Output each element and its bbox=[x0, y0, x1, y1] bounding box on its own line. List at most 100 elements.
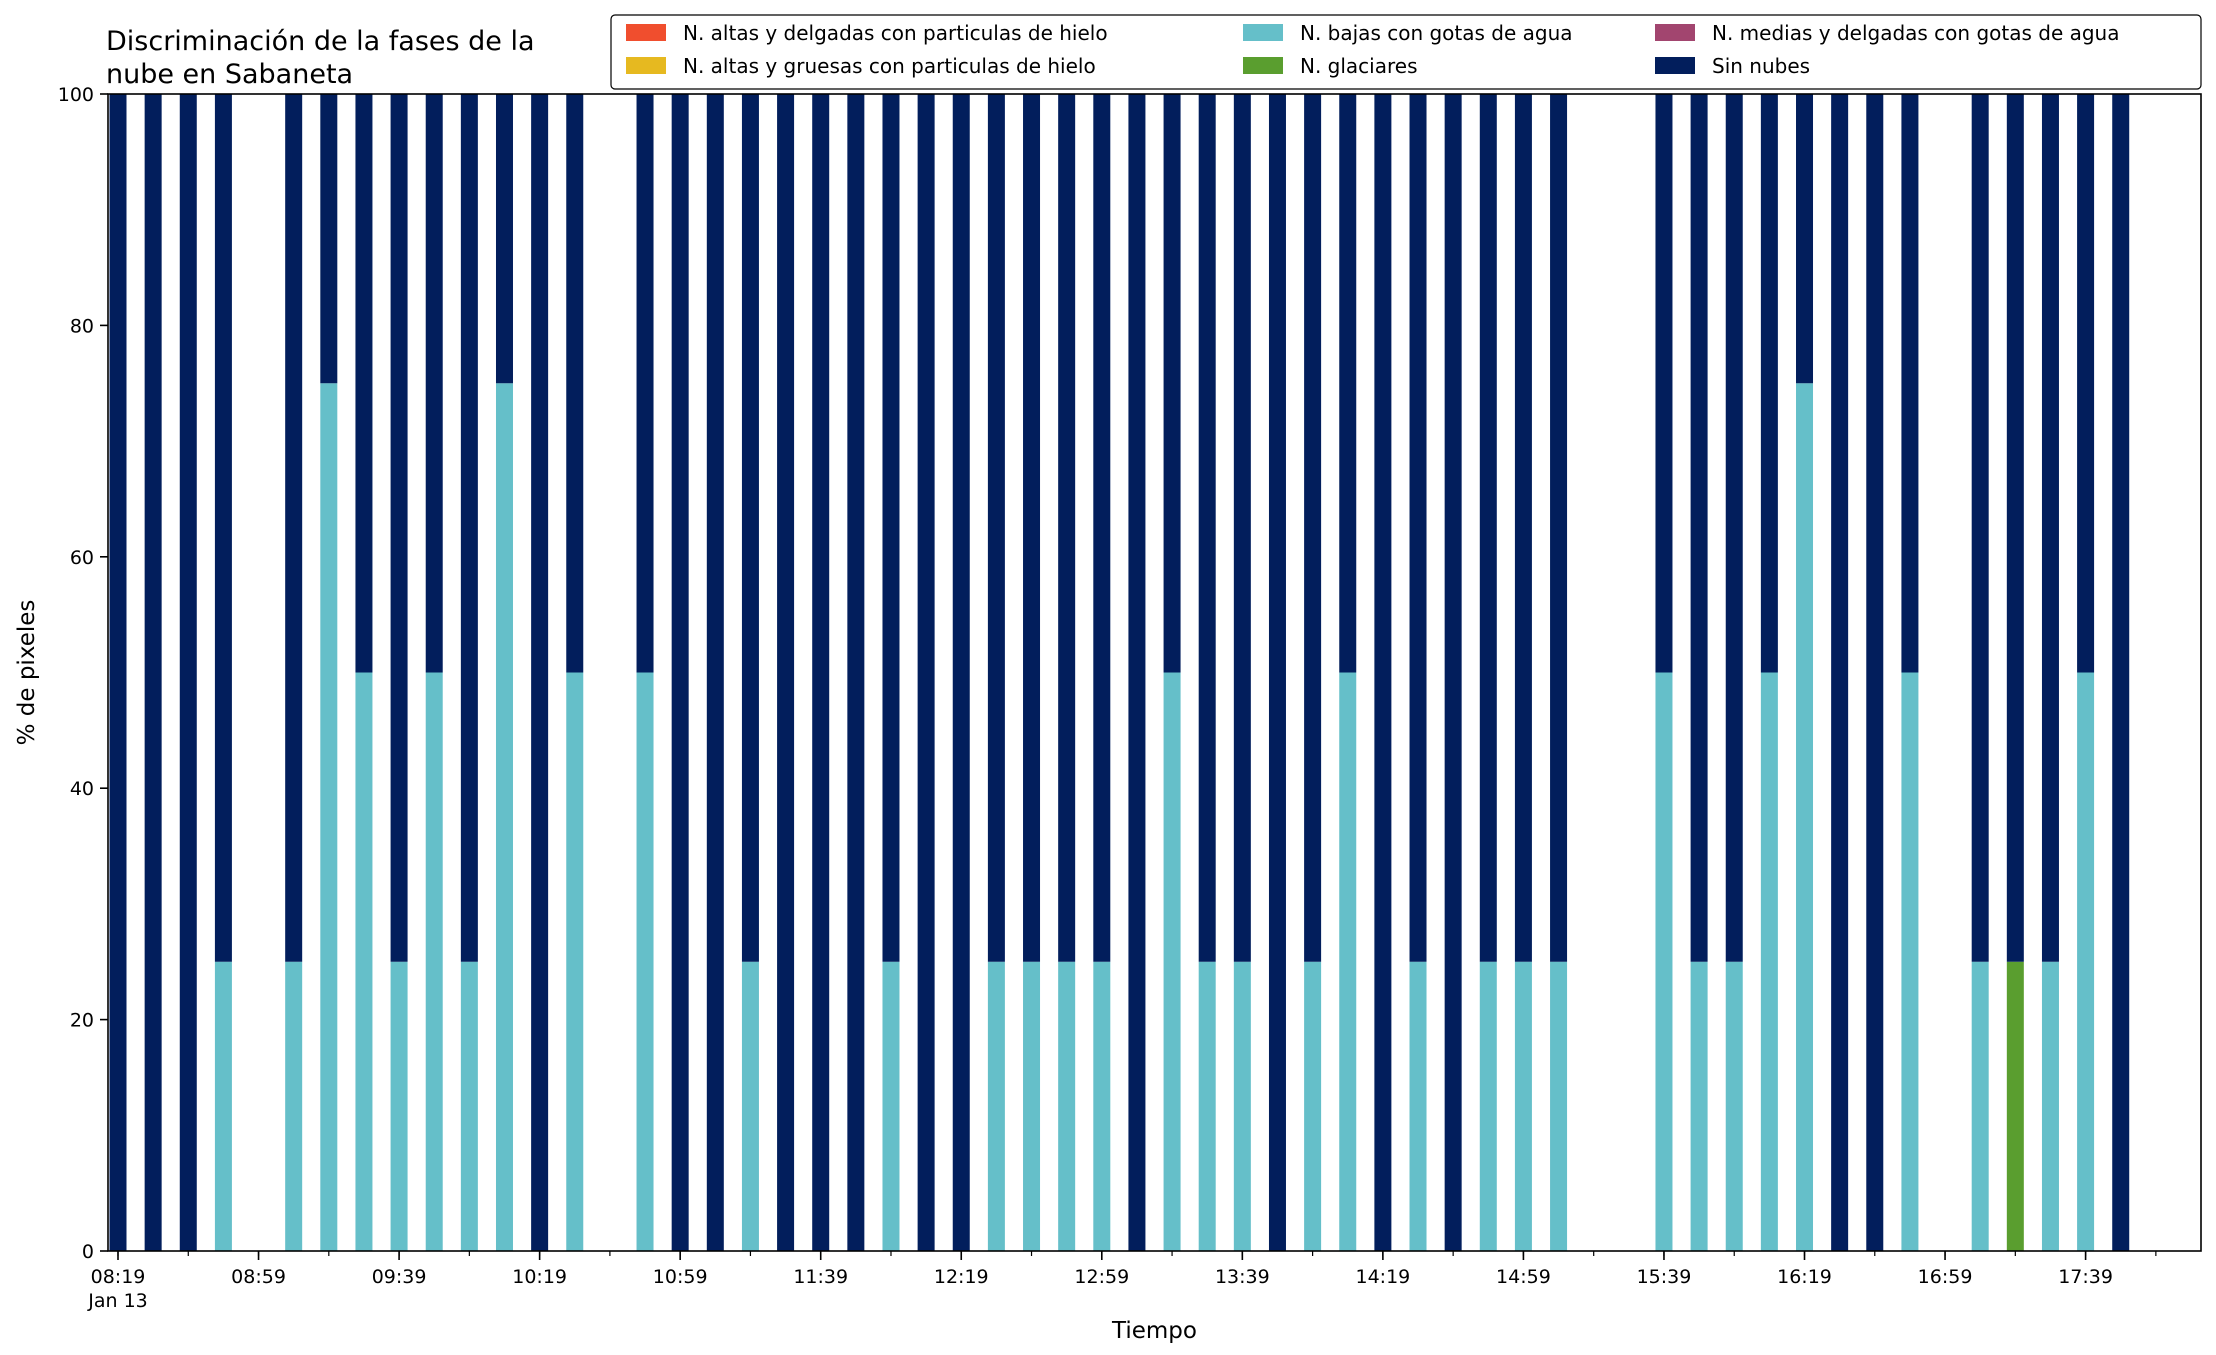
bar-segment bbox=[390, 94, 408, 962]
bar-segment bbox=[1796, 383, 1814, 1251]
y-tick-label: 100 bbox=[58, 84, 94, 106]
bar-segment bbox=[741, 961, 759, 1251]
bar-segment bbox=[1550, 961, 1568, 1251]
x-tick-label: 08:59 bbox=[231, 1266, 286, 1288]
bar-segment bbox=[2077, 94, 2095, 673]
legend-swatch bbox=[1655, 57, 1695, 74]
bar-segment bbox=[1163, 672, 1181, 1251]
bar-segment bbox=[2006, 961, 2024, 1251]
bar-segment bbox=[741, 94, 759, 962]
bar-segment bbox=[1725, 961, 1743, 1251]
bar-segment bbox=[2041, 94, 2059, 962]
y-axis: 0 20 40 60 80 100 bbox=[58, 84, 108, 1263]
bar-segment bbox=[109, 94, 127, 1251]
bar-segment bbox=[1831, 94, 1849, 1251]
bar-segment bbox=[214, 961, 232, 1251]
bar-segment bbox=[1760, 94, 1778, 673]
bar-segment bbox=[1655, 672, 1673, 1251]
bar-segment bbox=[2112, 94, 2130, 1251]
bar-segment bbox=[1128, 94, 1146, 1251]
bar-segment bbox=[706, 94, 724, 1251]
bar-segment bbox=[2006, 94, 2024, 962]
bar-segment bbox=[952, 94, 970, 1251]
bar-segment bbox=[320, 383, 338, 1251]
bar-segment bbox=[1479, 94, 1497, 962]
bar-segment bbox=[1268, 94, 1286, 1251]
y-tick-label: 60 bbox=[70, 547, 94, 569]
bar-segment bbox=[882, 961, 900, 1251]
bar-segment bbox=[1198, 961, 1216, 1251]
bar-segment bbox=[214, 94, 232, 962]
legend-swatch bbox=[1243, 57, 1283, 74]
bar-segment bbox=[566, 672, 584, 1251]
legend-swatch bbox=[1243, 24, 1283, 41]
bar-segment bbox=[987, 94, 1005, 962]
x-tick-label: 11:39 bbox=[793, 1266, 848, 1288]
bar-segment bbox=[917, 94, 935, 1251]
x-tick-label: 08:19 bbox=[91, 1266, 146, 1288]
bar-segment bbox=[531, 94, 549, 1251]
x-tick-label: 10:19 bbox=[512, 1266, 567, 1288]
bar-segment bbox=[390, 961, 408, 1251]
bar-segment bbox=[355, 672, 373, 1251]
x-tick-label: 14:59 bbox=[1496, 1266, 1551, 1288]
bar-segment bbox=[812, 94, 830, 1251]
bar-segment bbox=[1901, 672, 1919, 1251]
bar-segment bbox=[1339, 94, 1357, 673]
x-tick-label: 10:59 bbox=[653, 1266, 708, 1288]
bar-segment bbox=[1514, 94, 1532, 962]
bar-segment bbox=[1971, 961, 1989, 1251]
bar-segment bbox=[1233, 961, 1251, 1251]
bar-segment bbox=[777, 94, 795, 1251]
bar-segment bbox=[1971, 94, 1989, 962]
bar-segment bbox=[1409, 94, 1427, 962]
bar-segment bbox=[2041, 961, 2059, 1251]
legend-entry: N. altas y gruesas con particulas de hie… bbox=[683, 54, 1096, 78]
bar-segment bbox=[1374, 94, 1392, 1251]
x-tick-label: 14:19 bbox=[1355, 1266, 1410, 1288]
bar-segment bbox=[1690, 94, 1708, 962]
x-tick-label: 09:39 bbox=[372, 1266, 427, 1288]
bar-segment bbox=[1514, 961, 1532, 1251]
bar-segment bbox=[1760, 672, 1778, 1251]
legend-entry: Sin nubes bbox=[1712, 54, 1810, 78]
bar-segment bbox=[1690, 961, 1708, 1251]
bar-segment bbox=[1058, 961, 1076, 1251]
x-axis-label: Tiempo bbox=[1111, 1318, 1197, 1344]
bar-segment bbox=[636, 94, 654, 673]
bar-segment bbox=[179, 94, 197, 1251]
x-tick-label: 12:19 bbox=[934, 1266, 989, 1288]
bar-segment bbox=[882, 94, 900, 962]
legend-swatch bbox=[626, 24, 666, 41]
chart-title-line: nube en Sabaneta bbox=[106, 59, 353, 90]
bar-segment bbox=[1023, 961, 1041, 1251]
bar-segment bbox=[566, 94, 584, 673]
bar-segment bbox=[1725, 94, 1743, 962]
bar-segment bbox=[1058, 94, 1076, 962]
legend-entry: N. medias y delgadas con gotas de agua bbox=[1712, 21, 2120, 45]
bar-segment bbox=[1409, 961, 1427, 1251]
plot-frame bbox=[107, 93, 2202, 1252]
bar-segment bbox=[495, 383, 513, 1251]
bar-segment bbox=[1093, 94, 1111, 962]
bar-segment bbox=[1444, 94, 1462, 1251]
bar-segment bbox=[671, 94, 689, 1251]
bar-segment bbox=[495, 94, 513, 384]
y-tick-label: 80 bbox=[70, 315, 94, 337]
bar-segment bbox=[1796, 94, 1814, 384]
bar-segment bbox=[1198, 94, 1216, 962]
legend-entry: N. bajas con gotas de agua bbox=[1300, 21, 1573, 45]
x-tick-label: 16:59 bbox=[1918, 1266, 1973, 1288]
chart-title-line: Discriminación de la fases de la bbox=[106, 26, 535, 57]
bar-segment bbox=[1901, 94, 1919, 673]
bar-segment bbox=[1479, 961, 1497, 1251]
legend-box bbox=[610, 14, 2202, 90]
bar-segment bbox=[1866, 94, 1884, 1251]
legend: N. altas y delgadas con particulas de hi… bbox=[610, 14, 2202, 90]
x-tick-label: 17:39 bbox=[2058, 1266, 2113, 1288]
y-axis-label: % de pixeles bbox=[14, 600, 40, 746]
bar-segment bbox=[1304, 94, 1322, 962]
legend-swatch bbox=[1655, 24, 1695, 41]
